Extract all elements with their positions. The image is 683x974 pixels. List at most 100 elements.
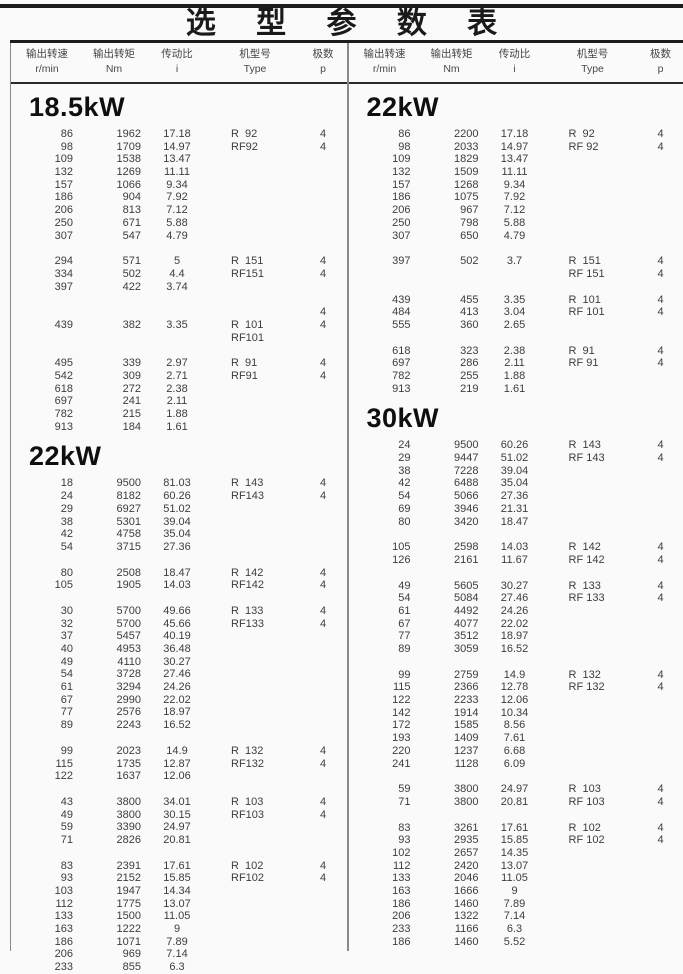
table-cell: 1538 [83, 153, 145, 166]
table-cell [547, 516, 639, 529]
table-cell: R 143 [209, 477, 301, 490]
table-cell: 1962 [83, 128, 145, 141]
table-cell: 671 [83, 217, 145, 230]
table-cell: RF 132 [547, 681, 639, 694]
table-cell: 24.26 [145, 681, 209, 694]
table-cell [301, 217, 345, 230]
table-cell: 54 [349, 490, 421, 503]
table-cell: 382 [83, 319, 145, 332]
table-cell: 1166 [421, 923, 483, 936]
table-cell: 21.31 [483, 503, 547, 516]
table-cell: 2.11 [145, 395, 209, 408]
table-cell [639, 923, 683, 936]
table-cell: 133 [349, 872, 421, 885]
table-cell: 126 [349, 554, 421, 567]
table-cell: 1509 [421, 166, 483, 179]
table-cell [209, 230, 301, 243]
table-cell: 30 [11, 605, 83, 618]
table-cell: 7.92 [483, 191, 547, 204]
table-cell: 14.97 [483, 141, 547, 154]
group-gap [11, 554, 347, 567]
table-cell: 2.38 [483, 345, 547, 358]
table-cell: 36.48 [145, 643, 209, 656]
table-cell: 7.61 [483, 732, 547, 745]
table-cell [547, 732, 639, 745]
table-cell [301, 332, 345, 345]
table-cell: 1268 [421, 179, 483, 192]
table-cell [301, 936, 345, 949]
table-cell: RF101 [209, 332, 301, 345]
table-cell [301, 191, 345, 204]
table-cell: 397 [349, 255, 421, 268]
table-cell: R 142 [209, 567, 301, 580]
table-cell [639, 758, 683, 771]
table-cell: 14.9 [483, 669, 547, 682]
table-cell: 16.52 [483, 643, 547, 656]
table-cell: 502 [83, 268, 145, 281]
table-cell [547, 630, 639, 643]
table-cell: 4.79 [483, 230, 547, 243]
table-cell [547, 166, 639, 179]
group-gap [349, 656, 683, 669]
table-cell: 206 [349, 910, 421, 923]
table-cell: 4492 [421, 605, 483, 618]
table-cell: 20.81 [483, 796, 547, 809]
table-cell: 1.88 [145, 408, 209, 421]
column-header-unit: i [145, 62, 209, 77]
table-cell: RF143 [209, 490, 301, 503]
table-cell: 102 [349, 847, 421, 860]
table-cell: RF 92 [547, 141, 639, 154]
table-cell [209, 395, 301, 408]
table-cell [547, 490, 639, 503]
table-cell [639, 503, 683, 516]
table-cell: 206 [349, 204, 421, 217]
column-header-label: 传动比 [145, 47, 209, 62]
table-cell: 4 [639, 783, 683, 796]
table-cell [483, 268, 547, 281]
table-cell [301, 910, 345, 923]
group-gap [349, 809, 683, 822]
table-cell [301, 528, 345, 541]
table-cell: 172 [349, 719, 421, 732]
group-gap [11, 783, 347, 796]
group-gap [11, 732, 347, 745]
table-cell [301, 230, 345, 243]
table-cell: 49 [11, 809, 83, 822]
column-header-unit: Nm [421, 62, 483, 77]
table-cell: 2233 [421, 694, 483, 707]
table-cell: 11.11 [145, 166, 209, 179]
table-cell: 913 [349, 383, 421, 396]
table-cell: 4 [639, 669, 683, 682]
table-cell [639, 153, 683, 166]
table-cell [209, 656, 301, 669]
table-cell [639, 745, 683, 758]
table-cell: RF132 [209, 758, 301, 771]
table-cell: 250 [11, 217, 83, 230]
table-cell: 5.52 [483, 936, 547, 949]
